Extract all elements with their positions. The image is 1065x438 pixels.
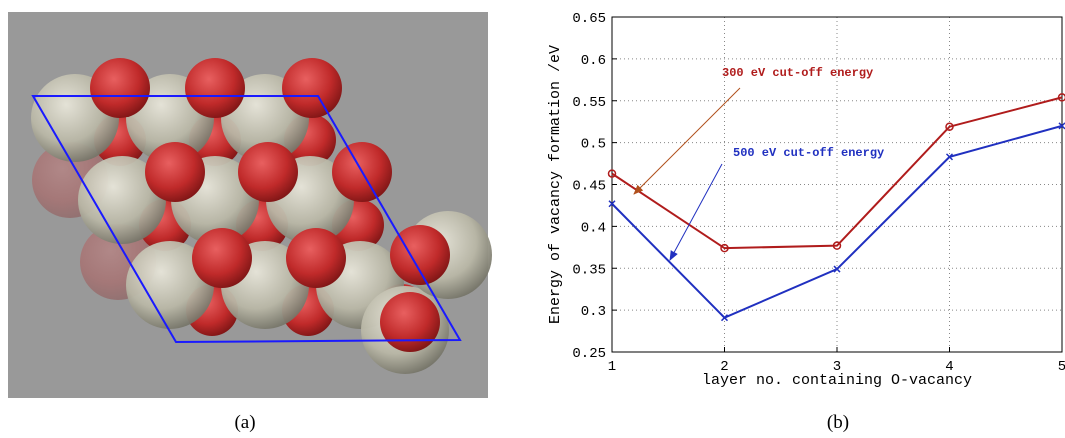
y-tick-label: 0.6 [581, 53, 606, 69]
y-tick-label: 0.35 [572, 262, 606, 278]
annotation-arrow [633, 87, 741, 195]
atom [78, 156, 166, 244]
y-tick-label: 0.25 [572, 346, 606, 362]
point [607, 169, 617, 178]
atom [282, 58, 342, 118]
point [720, 314, 729, 322]
point [1057, 93, 1065, 102]
x-tick-label: 5 [1058, 359, 1065, 375]
point [720, 243, 729, 253]
atom [185, 58, 245, 118]
atom [90, 58, 150, 118]
atom [380, 292, 440, 352]
atom [126, 241, 214, 329]
point [1058, 122, 1065, 130]
caption: (b) [827, 412, 849, 433]
x-axis-label: layer no. containing O-vacancy [702, 372, 972, 389]
series-label: 300 eV cut-off energy [722, 66, 873, 80]
caption: (a) [234, 412, 255, 433]
atom [390, 225, 450, 285]
series-line [611, 96, 1063, 250]
y-tick-label: 0.65 [572, 11, 606, 27]
y-tick-label: 0.55 [572, 95, 606, 111]
point [608, 200, 616, 208]
point [945, 122, 954, 131]
y-tick-label: 0.3 [581, 304, 606, 320]
series-label: 500 eV cut-off energy [733, 146, 884, 160]
atom-render [31, 58, 492, 374]
atom [286, 228, 346, 288]
y-tick-label: 0.4 [581, 220, 606, 236]
point [945, 153, 954, 161]
x-tick-label: 4 [945, 359, 953, 375]
atom [238, 142, 298, 202]
y-axis-label: Energy of vacancy formation /eV [547, 45, 564, 324]
plot-frame [611, 16, 1063, 353]
chart: 0.25 0.3 0.35 0.4 0.45 0.5 0.55 0.6 0.65 1 2 3 4 5 lay… [547, 11, 1065, 389]
annotation-arrow [669, 163, 723, 261]
x-tick-label: 2 [720, 359, 728, 375]
x-tick-label: 3 [833, 359, 841, 375]
unit-cell [31, 95, 462, 344]
x-tick-label: 1 [608, 359, 616, 375]
atom [145, 142, 205, 202]
point [832, 241, 842, 250]
point [833, 265, 841, 273]
y-tick-label: 0.5 [581, 137, 606, 153]
atom [192, 228, 252, 288]
y-tick-label: 0.45 [572, 179, 606, 195]
